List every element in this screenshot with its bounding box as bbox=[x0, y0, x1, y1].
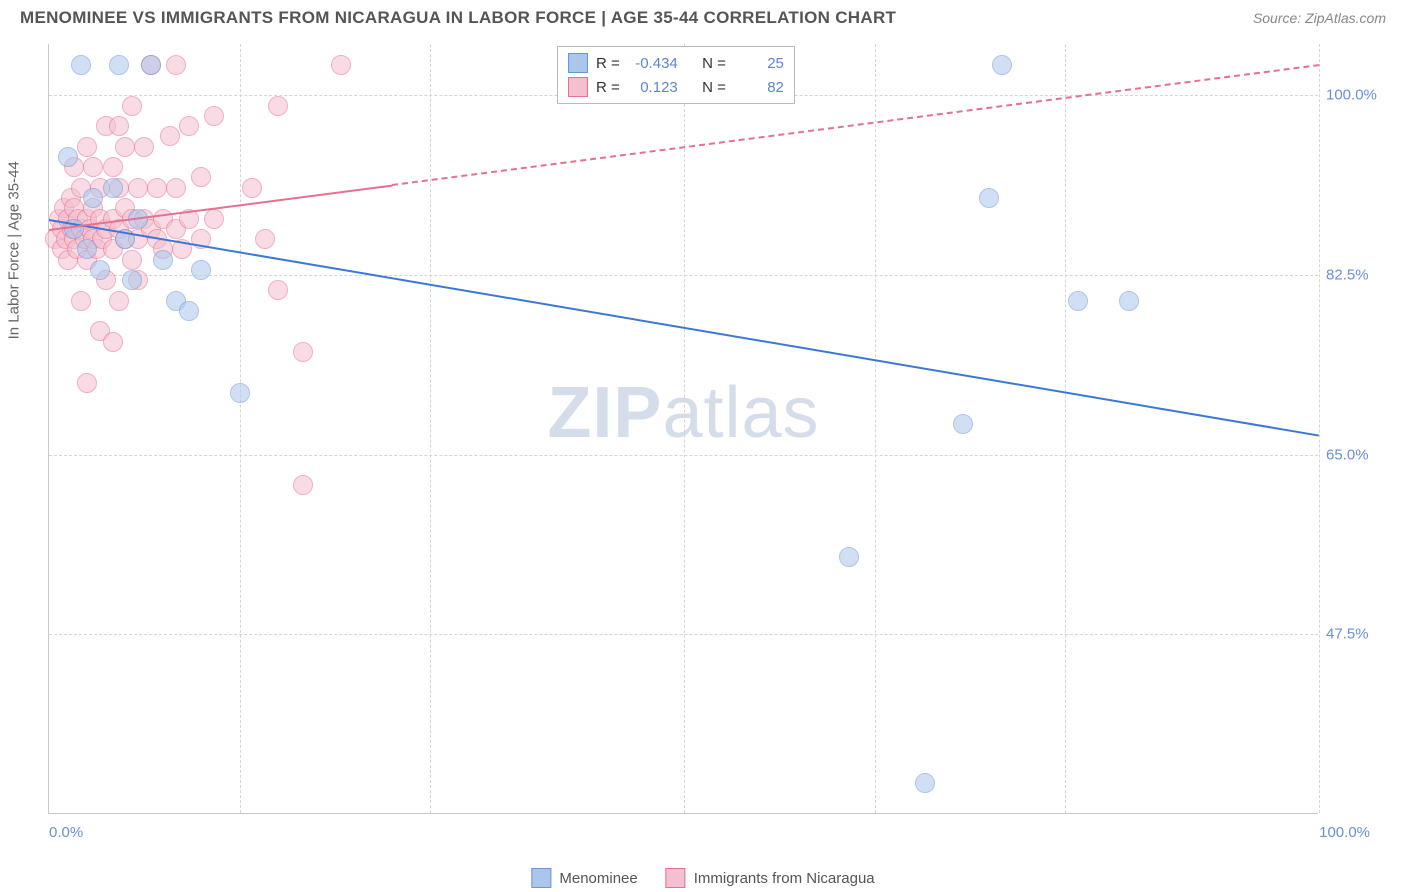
data-point bbox=[953, 414, 973, 434]
data-point bbox=[179, 116, 199, 136]
r-label: R = bbox=[596, 55, 620, 72]
data-point bbox=[293, 475, 313, 495]
header: MENOMINEE VS IMMIGRANTS FROM NICARAGUA I… bbox=[0, 0, 1406, 32]
data-point bbox=[103, 157, 123, 177]
data-point bbox=[122, 96, 142, 116]
data-point bbox=[160, 126, 180, 146]
data-point bbox=[153, 250, 173, 270]
data-point bbox=[109, 291, 129, 311]
legend-swatch-icon bbox=[568, 77, 588, 97]
data-point bbox=[77, 373, 97, 393]
gridline-vertical bbox=[875, 44, 876, 813]
data-point bbox=[83, 188, 103, 208]
legend-label: Menominee bbox=[559, 870, 637, 887]
data-point bbox=[77, 239, 97, 259]
chart-plot-area: ZIPatlas 47.5%65.0%82.5%100.0%0.0%100.0%… bbox=[48, 44, 1318, 814]
data-point bbox=[71, 55, 91, 75]
r-label: R = bbox=[596, 79, 620, 96]
y-tick-label: 47.5% bbox=[1326, 626, 1390, 643]
r-value: 0.123 bbox=[628, 79, 678, 96]
legend-item-nicaragua: Immigrants from Nicaragua bbox=[666, 868, 875, 888]
data-point bbox=[58, 147, 78, 167]
data-point bbox=[1119, 291, 1139, 311]
n-label: N = bbox=[702, 79, 726, 96]
gridline-vertical bbox=[1065, 44, 1066, 813]
n-value: 82 bbox=[734, 79, 784, 96]
y-tick-label: 65.0% bbox=[1326, 446, 1390, 463]
x-tick-label: 100.0% bbox=[1319, 824, 1370, 841]
data-point bbox=[204, 209, 224, 229]
data-point bbox=[90, 260, 110, 280]
data-point bbox=[1068, 291, 1088, 311]
data-point bbox=[103, 178, 123, 198]
r-value: -0.434 bbox=[628, 55, 678, 72]
data-point bbox=[293, 342, 313, 362]
legend-swatch-icon bbox=[531, 868, 551, 888]
x-tick-label: 0.0% bbox=[49, 824, 83, 841]
n-value: 25 bbox=[734, 55, 784, 72]
gridline-vertical bbox=[1319, 44, 1320, 813]
correlation-row: R = 0.123 N = 82 bbox=[568, 75, 784, 99]
data-point bbox=[915, 773, 935, 793]
data-point bbox=[122, 270, 142, 290]
data-point bbox=[204, 106, 224, 126]
gridline-vertical bbox=[240, 44, 241, 813]
data-point bbox=[109, 116, 129, 136]
data-point bbox=[141, 55, 161, 75]
y-axis-label: In Labor Force | Age 35-44 bbox=[6, 161, 23, 339]
data-point bbox=[134, 137, 154, 157]
data-point bbox=[109, 55, 129, 75]
n-label: N = bbox=[702, 55, 726, 72]
legend-item-menominee: Menominee bbox=[531, 868, 637, 888]
data-point bbox=[128, 178, 148, 198]
data-point bbox=[979, 188, 999, 208]
data-point bbox=[115, 137, 135, 157]
data-point bbox=[179, 301, 199, 321]
gridline-vertical bbox=[430, 44, 431, 813]
data-point bbox=[230, 383, 250, 403]
correlation-legend: R = -0.434 N = 25 R = 0.123 N = 82 bbox=[557, 46, 795, 104]
data-point bbox=[77, 137, 97, 157]
data-point bbox=[255, 229, 275, 249]
data-point bbox=[122, 250, 142, 270]
data-point bbox=[147, 178, 167, 198]
legend-swatch-icon bbox=[568, 53, 588, 73]
data-point bbox=[331, 55, 351, 75]
data-point bbox=[71, 291, 91, 311]
chart-title: MENOMINEE VS IMMIGRANTS FROM NICARAGUA I… bbox=[20, 8, 896, 28]
y-tick-label: 82.5% bbox=[1326, 267, 1390, 284]
data-point bbox=[839, 547, 859, 567]
legend-label: Immigrants from Nicaragua bbox=[694, 870, 875, 887]
legend-swatch-icon bbox=[666, 868, 686, 888]
source-label: Source: ZipAtlas.com bbox=[1253, 10, 1386, 26]
y-tick-label: 100.0% bbox=[1326, 87, 1390, 104]
data-point bbox=[166, 55, 186, 75]
correlation-row: R = -0.434 N = 25 bbox=[568, 51, 784, 75]
data-point bbox=[242, 178, 262, 198]
data-point bbox=[166, 178, 186, 198]
gridline-vertical bbox=[684, 44, 685, 813]
data-point bbox=[191, 260, 211, 280]
data-point bbox=[191, 167, 211, 187]
data-point bbox=[268, 280, 288, 300]
data-point bbox=[992, 55, 1012, 75]
bottom-legend: Menominee Immigrants from Nicaragua bbox=[531, 868, 874, 888]
data-point bbox=[103, 332, 123, 352]
data-point bbox=[83, 157, 103, 177]
data-point bbox=[268, 96, 288, 116]
trendline-dashed bbox=[392, 65, 1319, 187]
